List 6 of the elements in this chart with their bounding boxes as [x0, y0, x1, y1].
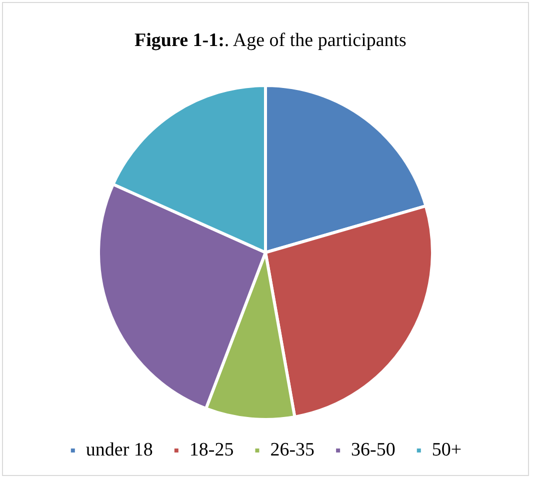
legend-label: 26-35	[270, 439, 315, 460]
legend-label: 18-25	[189, 439, 234, 460]
legend-label: 50+	[432, 439, 462, 460]
legend-label: under 18	[86, 439, 153, 460]
legend-label: 36-50	[351, 439, 396, 460]
chart-title: Figure 1-1:. Age of the participants	[134, 30, 408, 52]
